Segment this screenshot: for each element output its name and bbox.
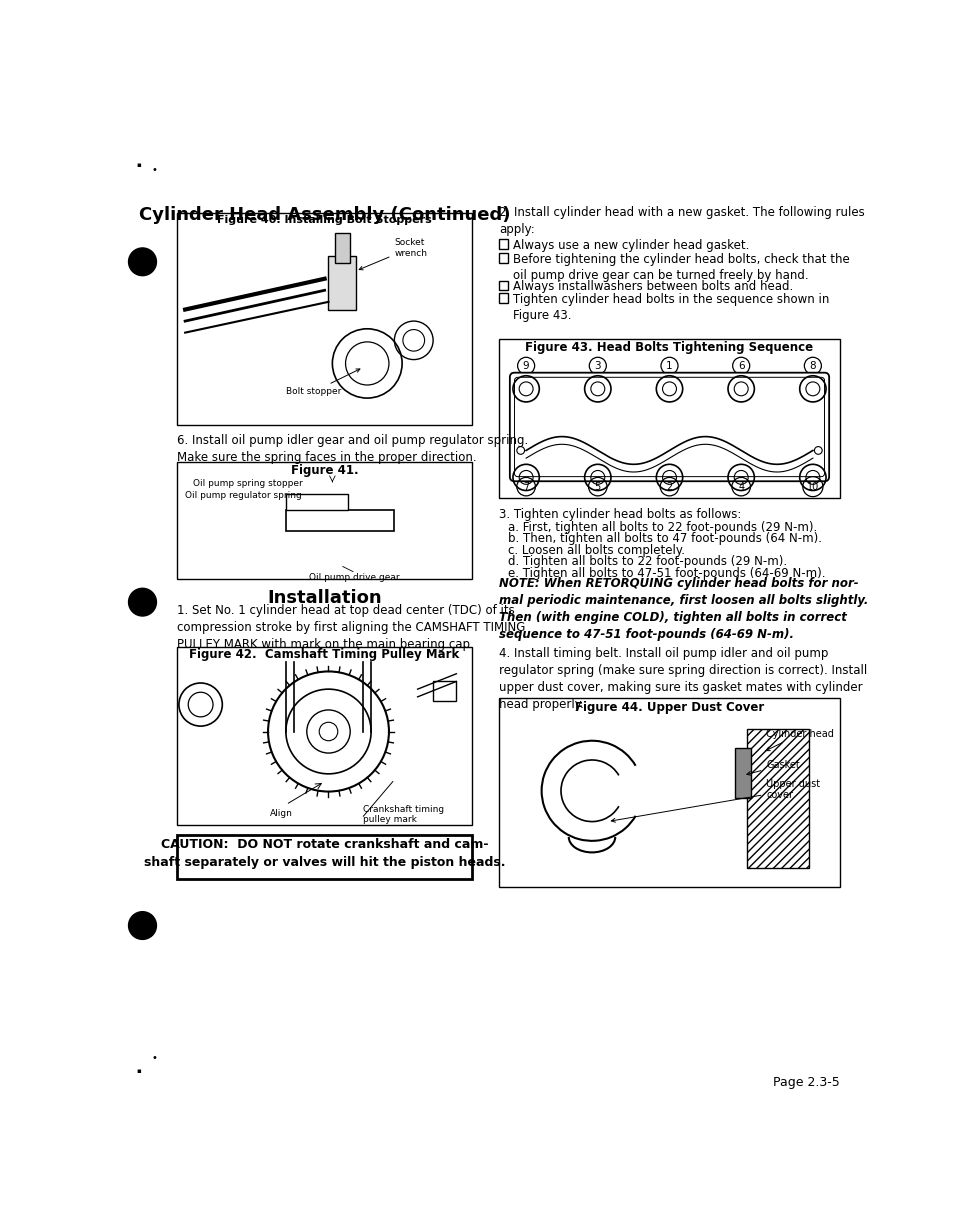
Text: Always use a new cylinder head gasket.: Always use a new cylinder head gasket. <box>513 239 748 251</box>
Text: NOTE: When RETORQUING cylinder head bolts for nor-
mal periodic maintenance, fir: NOTE: When RETORQUING cylinder head bolt… <box>498 578 867 642</box>
Circle shape <box>129 912 156 939</box>
Text: •: • <box>151 165 157 175</box>
Bar <box>433 681 456 701</box>
Text: Figure 43. Head Bolts Tightening Sequence: Figure 43. Head Bolts Tightening Sequenc… <box>525 341 813 354</box>
Text: Bolt stopper: Bolt stopper <box>286 368 359 397</box>
Bar <box>328 255 355 309</box>
Bar <box>735 748 750 798</box>
Bar <box>498 239 508 249</box>
Text: Figure 42.  Camshaft Timing Pulley Mark: Figure 42. Camshaft Timing Pulley Mark <box>190 648 459 662</box>
Text: b. Then, tighten all bolts to 47 foot-pounds (64 N-m).: b. Then, tighten all bolts to 47 foot-po… <box>508 532 821 545</box>
Text: 1. Set No. 1 cylinder head at top dead center (TDC) of its
compression stroke by: 1. Set No. 1 cylinder head at top dead c… <box>177 605 525 652</box>
Text: 2. Install cylinder head with a new gasket. The following rules
apply:: 2. Install cylinder head with a new gask… <box>498 206 863 235</box>
Text: •: • <box>151 1052 157 1062</box>
Text: Always installwashers between bolts and head.: Always installwashers between bolts and … <box>513 280 792 293</box>
Text: d. Tighten all bolts to 22 foot-pounds (29 N-m).: d. Tighten all bolts to 22 foot-pounds (… <box>508 556 786 568</box>
Text: Page 2.3-5: Page 2.3-5 <box>773 1076 840 1089</box>
Text: Crankshaft timing
pulley mark: Crankshaft timing pulley mark <box>363 804 444 824</box>
Text: 3. Tighten cylinder head bolts as follows:: 3. Tighten cylinder head bolts as follow… <box>498 508 740 521</box>
Text: Oil pump drive gear: Oil pump drive gear <box>309 573 399 582</box>
Text: CAUTION:  DO NOT rotate crankshaft and cam-
shaft separately or valves will hit : CAUTION: DO NOT rotate crankshaft and ca… <box>144 838 505 869</box>
Bar <box>498 281 508 291</box>
Circle shape <box>129 588 156 616</box>
Bar <box>335 233 350 264</box>
Text: Upper dust
cover: Upper dust cover <box>611 779 820 822</box>
Text: 10: 10 <box>806 482 818 492</box>
FancyBboxPatch shape <box>509 372 828 482</box>
Text: 8: 8 <box>809 361 816 371</box>
Bar <box>177 462 472 579</box>
Text: Figure 41.: Figure 41. <box>291 463 358 477</box>
Text: 3: 3 <box>594 361 600 371</box>
FancyBboxPatch shape <box>514 377 823 477</box>
Text: Figure 44. Upper Dust Cover: Figure 44. Upper Dust Cover <box>575 701 763 713</box>
Text: 6: 6 <box>737 361 743 371</box>
Text: Oil pump regulator spring: Oil pump regulator spring <box>185 492 301 500</box>
Text: Cylinder head: Cylinder head <box>765 729 833 750</box>
Text: ▪: ▪ <box>136 1068 141 1074</box>
Text: a. First, tighten all bolts to 22 foot-pounds (29 N-m).: a. First, tighten all bolts to 22 foot-p… <box>508 520 817 533</box>
Circle shape <box>129 248 156 276</box>
Text: 7: 7 <box>522 482 529 492</box>
Text: 2: 2 <box>666 482 672 492</box>
Bar <box>498 254 508 262</box>
Bar <box>498 339 840 498</box>
Bar <box>498 293 508 303</box>
Text: Gasket: Gasket <box>746 760 800 775</box>
Text: Socket
wrench: Socket wrench <box>359 238 427 270</box>
Bar <box>177 835 472 880</box>
Text: Oil pump spring stopper: Oil pump spring stopper <box>193 479 302 488</box>
Bar <box>746 729 808 867</box>
Bar <box>177 647 472 825</box>
Text: 9: 9 <box>522 361 529 371</box>
Text: 5: 5 <box>594 482 600 492</box>
Text: Cylinder Head Assembly (Continued): Cylinder Head Assembly (Continued) <box>139 206 510 223</box>
Text: c. Loosen all bolts completely.: c. Loosen all bolts completely. <box>508 543 684 557</box>
Text: Align: Align <box>270 808 293 818</box>
Text: Tighten cylinder head bolts in the sequence shown in
Figure 43.: Tighten cylinder head bolts in the seque… <box>513 292 828 322</box>
Text: e. Tighten all bolts to 47-51 foot-pounds (64-69 N-m).: e. Tighten all bolts to 47-51 foot-pound… <box>508 567 825 580</box>
Text: ▪: ▪ <box>136 161 141 168</box>
Bar <box>286 494 348 510</box>
Bar <box>498 699 840 887</box>
Bar <box>177 213 472 425</box>
Text: 4: 4 <box>738 482 743 492</box>
Bar <box>286 510 394 531</box>
Text: Installation: Installation <box>267 589 381 607</box>
Text: 6. Install oil pump idler gear and oil pump regulator spring.
Make sure the spri: 6. Install oil pump idler gear and oil p… <box>177 434 528 464</box>
Text: Before tightening the cylinder head bolts, check that the
oil pump drive gear ca: Before tightening the cylinder head bolt… <box>513 253 849 282</box>
Text: Figure 40. Installing Bolt Stoppers: Figure 40. Installing Bolt Stoppers <box>217 214 432 224</box>
Text: 1: 1 <box>665 361 672 371</box>
Text: 4. Install timing belt. Install oil pump idler and oil pump
regulator spring (ma: 4. Install timing belt. Install oil pump… <box>498 647 866 711</box>
